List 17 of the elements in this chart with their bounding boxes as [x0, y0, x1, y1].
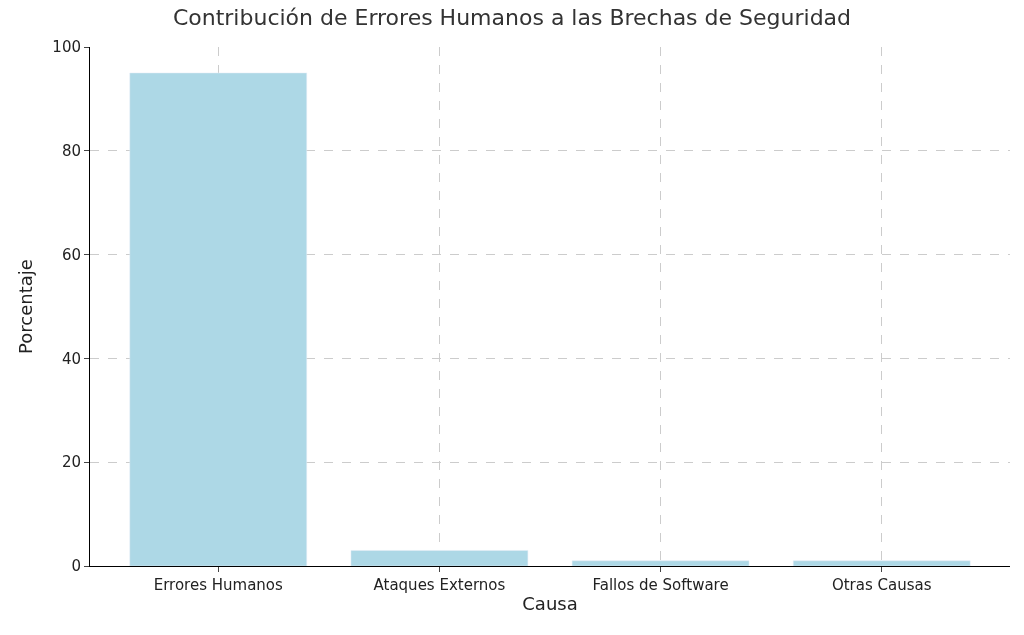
x-tick-label: Fallos de Software: [592, 576, 729, 594]
bar: [793, 560, 971, 566]
y-axis-title: Porcentaje: [14, 259, 36, 354]
bar: [350, 550, 529, 566]
chart-title: Contribución de Errores Humanos a las Brechas de Seguridad: [172, 4, 852, 30]
y-tick-label: 20: [61, 453, 81, 472]
y-tick-label: 100: [52, 38, 81, 57]
y-tick-label: 60: [61, 245, 81, 264]
x-tick-label: Errores Humanos: [153, 576, 284, 594]
x-tick-label: Ataques Externos: [373, 576, 506, 594]
bar: [571, 560, 750, 566]
bar: [129, 72, 307, 566]
y-tick-label: 40: [61, 349, 81, 368]
y-tick-label: 80: [61, 142, 81, 161]
x-tick-label: Otras Causas: [831, 576, 932, 594]
x-axis-title: Causa: [522, 593, 578, 615]
y-tick-label: 0: [71, 557, 81, 576]
